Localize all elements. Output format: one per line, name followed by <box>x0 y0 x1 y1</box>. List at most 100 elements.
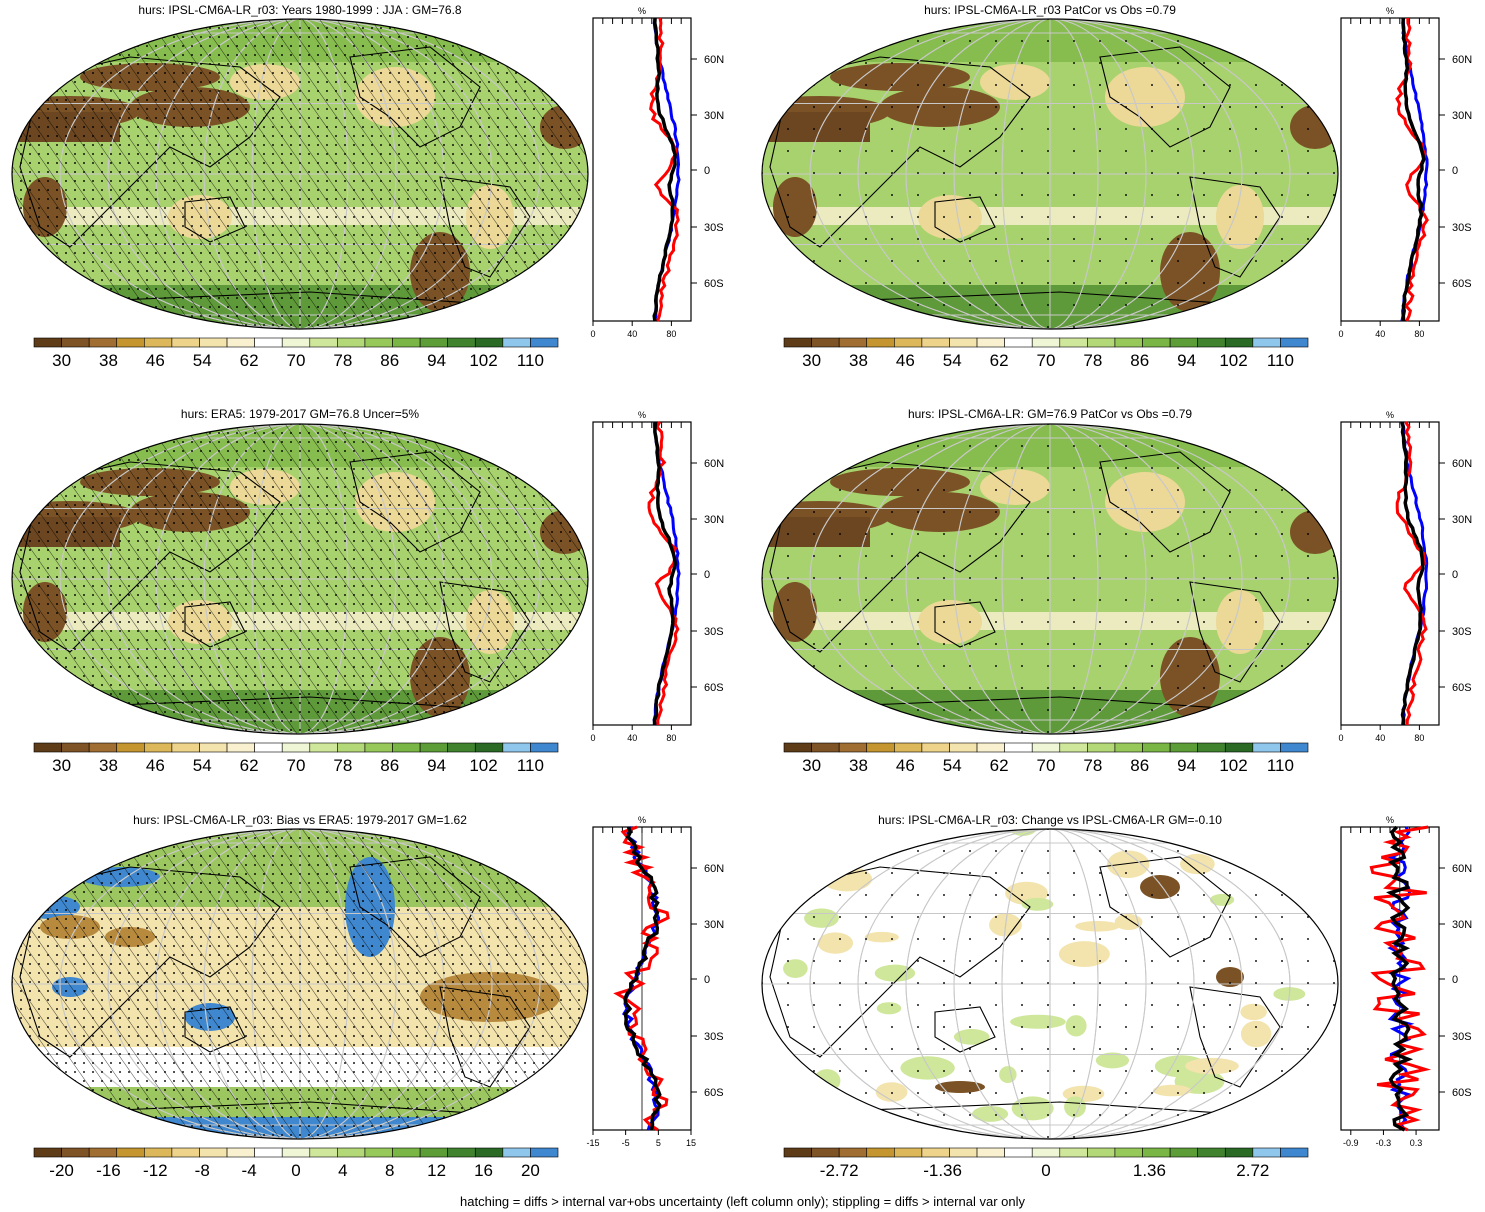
profile-lat-label: 30N <box>1452 110 1472 122</box>
colorbar-swatch <box>1224 1147 1254 1158</box>
profile-lat-label: 0 <box>1452 974 1458 986</box>
profile-lat-label: 60S <box>1452 278 1472 290</box>
colorbar-tick-label: 78 <box>333 756 353 775</box>
colorbar-tick-label: 94 <box>427 351 447 370</box>
colorbar-tick-label: 46 <box>895 351 915 370</box>
colorbar-swatch <box>783 337 812 348</box>
colorbar-swatch <box>1197 337 1226 348</box>
colorbar-tick-label: 78 <box>1083 351 1103 370</box>
colorbar-tick-label: 16 <box>474 1161 493 1180</box>
colorbar-swatch <box>61 1147 90 1158</box>
colorbar-swatch <box>1142 337 1171 348</box>
footer-note: hatching = diffs > internal var+obs unce… <box>460 1194 1025 1209</box>
colorbar-swatch <box>1114 742 1143 753</box>
colorbar-swatch <box>866 742 895 753</box>
colorbar-swatch <box>226 742 255 753</box>
colorbar-swatch <box>171 1147 200 1158</box>
colorbar-tick-label: 94 <box>1177 756 1197 775</box>
profile-lat-label: 0 <box>1452 569 1458 581</box>
colorbar-swatch <box>1252 742 1281 753</box>
colorbar-tick-label: 54 <box>192 351 212 370</box>
colorbar-swatch <box>419 742 448 753</box>
colorbar-swatch <box>1169 742 1198 753</box>
profile-xtick-label: -0.9 <box>1343 1138 1359 1148</box>
map-panel-3 <box>10 422 590 737</box>
colorbar-swatch <box>921 1147 950 1158</box>
profile-line-model <box>613 825 670 1132</box>
profile-lat-label: 30S <box>1452 222 1472 234</box>
profile-lat-label: 60S <box>1452 1087 1472 1099</box>
colorbar-tick-label: 110 <box>516 756 544 775</box>
colorbar-swatch <box>392 1147 421 1158</box>
colorbar-swatch <box>419 1147 448 1158</box>
colorbar-tick-label: 54 <box>942 756 962 775</box>
colorbar-swatch <box>530 1147 559 1158</box>
profile-xtick-label: -15 <box>586 1138 599 1148</box>
profile-lat-label: 60N <box>1452 458 1472 470</box>
colorbar-tick-label: 46 <box>145 351 165 370</box>
profile-lat-label: 30N <box>704 919 724 931</box>
profile-line-mean <box>1401 17 1426 322</box>
profile-unit-label: % <box>1386 815 1394 825</box>
profile-lat-label: 60S <box>1452 682 1472 694</box>
colorbar-tick-label: 62 <box>989 756 1009 775</box>
profile-xtick-label: 0 <box>1338 329 1343 339</box>
colorbar-swatch <box>61 742 90 753</box>
colorbar-tick-label: 4 <box>338 1161 348 1180</box>
colorbar-swatch <box>783 742 812 753</box>
profile-unit-label: % <box>1386 6 1394 16</box>
profile-line-model <box>1395 421 1428 726</box>
profile-lat-label: 30S <box>704 1031 724 1043</box>
colorbar-swatch <box>281 337 311 348</box>
colorbar-tick-label: 110 <box>516 351 544 370</box>
colorbar-swatch <box>474 1147 504 1158</box>
colorbar-swatch <box>1114 1147 1143 1158</box>
colorbar-swatch <box>1197 742 1226 753</box>
map-panel-5 <box>10 827 590 1142</box>
colorbar-tick-label: 102 <box>469 756 498 775</box>
profile-xtick-label: 40 <box>1375 329 1385 339</box>
profile-xtick-label: 40 <box>627 329 637 339</box>
profile-panel-4: % 60N 30N 0 30S 60S 0 40 80 <box>1338 406 1485 746</box>
colorbar-swatch <box>116 1147 145 1158</box>
colorbar-tick-label: 38 <box>848 351 868 370</box>
colorbar-swatch <box>1142 1147 1171 1158</box>
colorbar-tick-label: 78 <box>333 351 353 370</box>
colorbar-swatch <box>866 337 895 348</box>
panel-title-5: hurs: IPSL-CM6A-LR_r03: Bias vs ERA5: 19… <box>133 813 467 827</box>
profile-xtick-label: 80 <box>666 329 676 339</box>
colorbar-tick-label: 38 <box>848 756 868 775</box>
colorbar-swatch <box>199 1147 228 1158</box>
colorbar-tick-label: 62 <box>239 756 259 775</box>
colorbar-swatch <box>894 337 923 348</box>
profile-line-model <box>1395 18 1429 322</box>
colorbar-swatch <box>309 1147 338 1158</box>
panel-title-6: hurs: IPSL-CM6A-LR_r03: Change vs IPSL-C… <box>878 813 1222 827</box>
profile-lat-label: 30N <box>704 110 724 122</box>
colorbar-swatch <box>1004 337 1033 348</box>
colorbar-tick-label: 70 <box>1036 351 1056 370</box>
colorbar-swatch <box>502 742 531 753</box>
colorbar-swatch <box>226 337 255 348</box>
colorbar-swatch <box>502 1147 531 1158</box>
profile-xtick-label: 5 <box>656 1138 661 1148</box>
profile-lat-label: 0 <box>704 165 710 177</box>
colorbar-swatch <box>1087 742 1116 753</box>
colorbar-tick-label: 30 <box>52 351 72 370</box>
colorbar-swatch <box>254 742 283 753</box>
colorbar-swatch <box>364 337 393 348</box>
colorbar-1: 30 38 46 54 62 70 78 86 94 102 110 <box>33 337 559 370</box>
profile-line-mean <box>623 826 662 1131</box>
colorbar-tick-label: 70 <box>286 351 306 370</box>
colorbar-swatch <box>976 337 1005 348</box>
profile-lat-label: 60N <box>1452 54 1472 66</box>
colorbar-swatch <box>783 1147 812 1158</box>
colorbar-swatch <box>337 337 366 348</box>
colorbar-swatch <box>1059 1147 1088 1158</box>
colorbar-6: -2.72 -1.36 0 1.36 2.72 <box>783 1147 1309 1180</box>
profile-lat-label: 60N <box>704 54 724 66</box>
colorbar-swatch <box>894 1147 923 1158</box>
colorbar-swatch <box>88 1147 118 1158</box>
colorbar-tick-label: 70 <box>1036 756 1056 775</box>
colorbar-swatch <box>61 337 90 348</box>
